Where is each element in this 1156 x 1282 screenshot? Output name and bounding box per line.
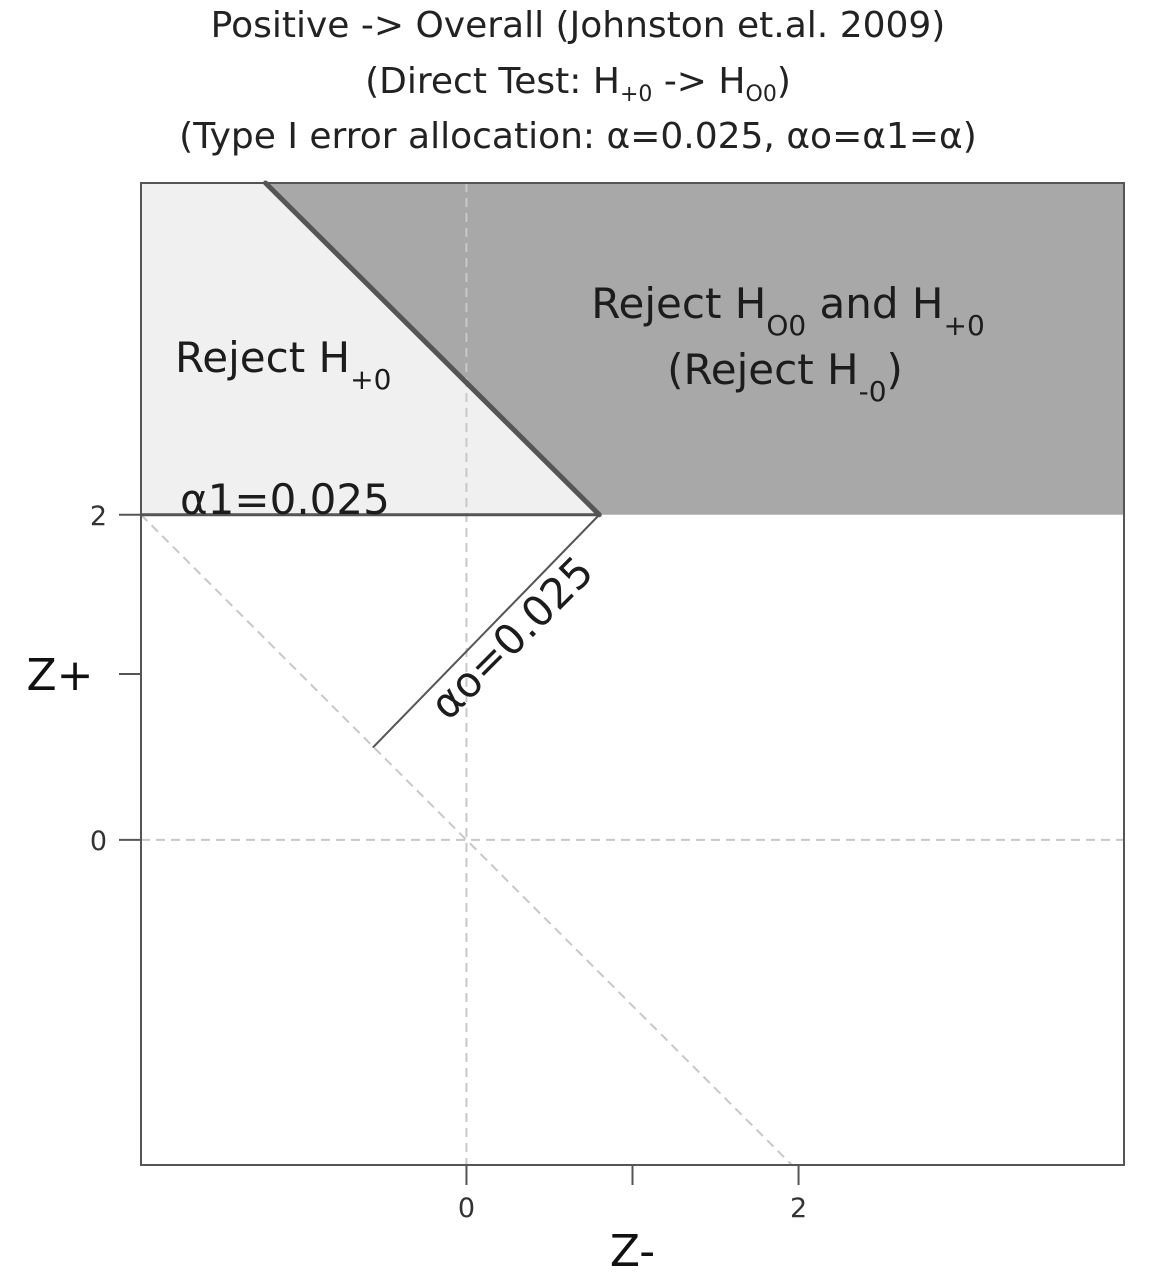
reject-plus-main: Reject H	[175, 333, 350, 382]
x-axis-title: Z-	[610, 1226, 655, 1277]
chart-subtitle-direct-test: (Direct Test: H+0 -> HO0)	[0, 62, 1156, 115]
y-tick-label: 0	[90, 826, 107, 857]
alpha-o-annotation: αo=0.025	[421, 547, 603, 729]
chart-subtitle-allocation: (Type I error allocation: α=0.025, αo=α1…	[179, 116, 977, 157]
region-label-reject-minus0: (Reject H-0)	[667, 345, 903, 408]
reject-both-sub1: O0	[766, 309, 806, 342]
region-reject-both	[265, 183, 1124, 515]
reference-lines	[140, 183, 1124, 1166]
region-label-reject-both: Reject HO0 and H+0	[591, 279, 985, 342]
subtitle-mid: -> H	[652, 61, 746, 102]
y-tick-label: 2	[90, 501, 107, 532]
chart-title: Positive -> Overall (Johnston et.al. 200…	[210, 5, 946, 46]
x-tick-label: 2	[790, 1193, 807, 1224]
reject-minus-close: )	[887, 345, 903, 394]
regions	[141, 183, 1124, 515]
alpha-o-boundary	[372, 513, 601, 748]
reject-minus-open: (Reject H	[667, 345, 859, 394]
subtitle-suffix: )	[776, 61, 791, 102]
y-axis-title: Z+	[26, 650, 93, 701]
subtitle-sub-o0: O0	[745, 82, 777, 108]
reject-plus-sub: +0	[350, 363, 391, 396]
reject-both-mid: and H	[806, 279, 943, 328]
region-reject-plus0	[141, 183, 600, 515]
subtitle-prefix: (Direct Test: H	[365, 61, 620, 102]
reference-line-diagonal	[140, 514, 793, 1166]
subtitle-sub-plus0: +0	[619, 82, 653, 108]
reject-both-main: Reject H	[591, 279, 766, 328]
reject-minus-sub: -0	[859, 375, 887, 408]
x-tick-label: 0	[458, 1193, 475, 1224]
axis-ticks: 0 2 0 2	[90, 501, 807, 1224]
region-label-reject-plus0: Reject H+0	[175, 333, 391, 396]
reject-both-sub2: +0	[944, 309, 985, 342]
alpha1-annotation: α1=0.025	[180, 475, 390, 524]
overall-boundary	[263, 180, 602, 518]
boundaries	[139, 180, 602, 748]
